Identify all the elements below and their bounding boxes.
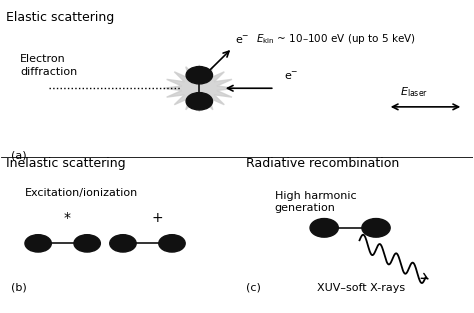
Text: Electron
diffraction: Electron diffraction — [20, 54, 77, 76]
Text: (b): (b) — [11, 283, 27, 293]
Circle shape — [362, 218, 390, 237]
Polygon shape — [164, 65, 235, 111]
Circle shape — [25, 235, 51, 252]
Circle shape — [74, 235, 100, 252]
Text: $E_{\mathrm{kin}}$ ~ 10–100 eV (up to 5 keV): $E_{\mathrm{kin}}$ ~ 10–100 eV (up to 5 … — [256, 33, 416, 46]
Text: $E_{\mathrm{laser}}$: $E_{\mathrm{laser}}$ — [400, 85, 428, 99]
Text: Excitation/ionization: Excitation/ionization — [25, 187, 138, 198]
Text: Radiative recombination: Radiative recombination — [246, 156, 400, 170]
Text: XUV–soft X-rays: XUV–soft X-rays — [317, 283, 405, 293]
Text: High harmonic
generation: High harmonic generation — [275, 191, 356, 213]
Circle shape — [186, 67, 212, 84]
Circle shape — [186, 93, 212, 110]
Text: e$^{-}$: e$^{-}$ — [284, 71, 299, 82]
Text: +: + — [151, 211, 163, 225]
Text: Elastic scattering: Elastic scattering — [6, 11, 114, 24]
Text: e$^{-}$: e$^{-}$ — [235, 35, 249, 46]
Circle shape — [310, 218, 338, 237]
Circle shape — [110, 235, 136, 252]
Text: *: * — [64, 211, 71, 225]
Text: (c): (c) — [246, 283, 261, 293]
Text: (a): (a) — [11, 150, 27, 160]
Circle shape — [159, 235, 185, 252]
Text: Inelastic scattering: Inelastic scattering — [6, 156, 126, 170]
